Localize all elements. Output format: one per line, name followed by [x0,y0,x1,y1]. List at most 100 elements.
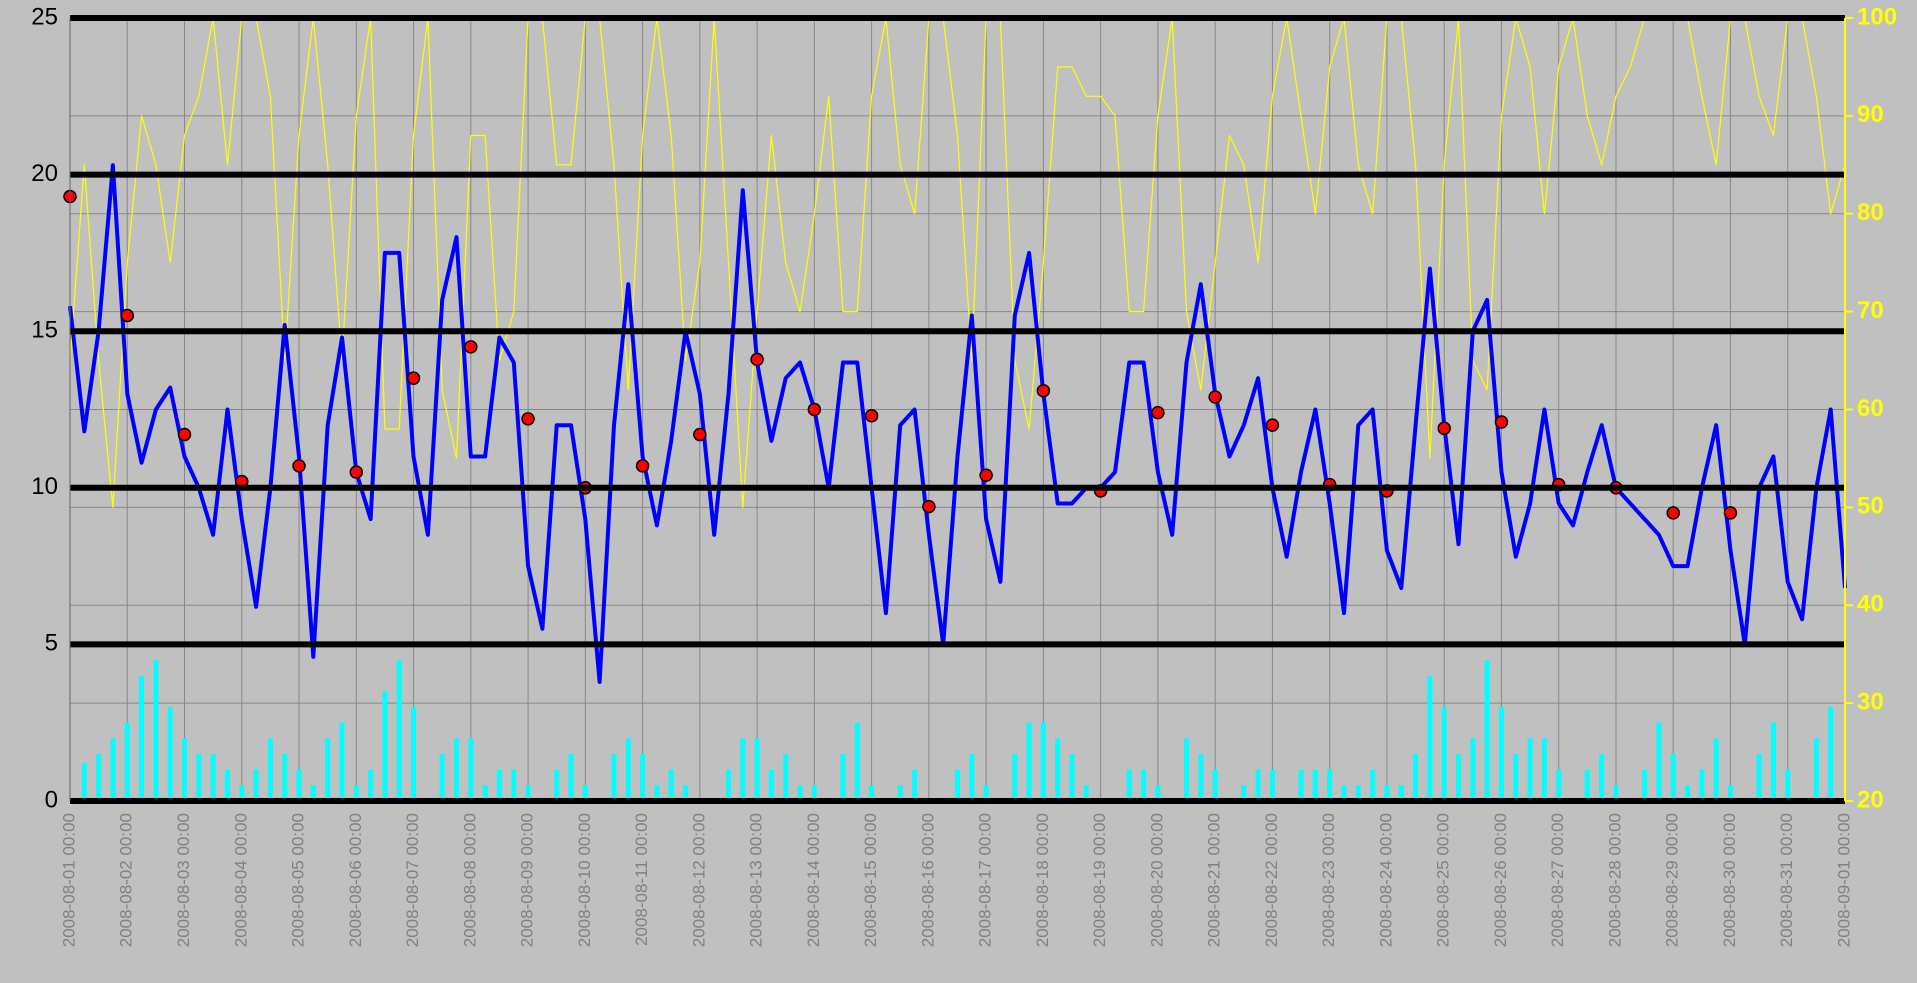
wind-bar [1727,785,1733,801]
data-point [1437,421,1451,436]
x-tick-label: 2008-08-09 00:00 [518,813,537,947]
x-tick-label: 2008-08-10 00:00 [575,813,594,947]
y-tick-label: 25 [31,3,58,30]
wind-bar [1012,754,1018,801]
x-tick-label: 2008-08-12 00:00 [689,813,708,947]
wind-bar [396,660,402,801]
x-tick-label: 2008-08-28 00:00 [1605,813,1624,947]
wind-bar [1484,660,1490,801]
wind-bar [1584,769,1590,801]
wind-bar [1083,785,1089,801]
data-point [406,371,421,385]
data-point [521,412,535,426]
data-point [864,409,879,423]
wind-bar [1685,785,1691,801]
wind-bar [1527,738,1533,801]
wind-bar [554,769,560,801]
x-tick-label: 2008-08-03 00:00 [174,813,193,947]
wind-bar [468,738,474,801]
wind-bar [368,769,374,801]
wind-bar [740,738,746,801]
wind-bar [1541,738,1547,801]
series-line [69,17,1846,508]
x-tick-label: 2008-08-29 00:00 [1663,813,1682,947]
data-point [1666,506,1680,520]
wind-bar [1656,722,1662,801]
wind-bar [496,769,502,801]
wind-bar [1556,769,1562,801]
wind-bar [1198,754,1204,801]
wind-bar [1813,738,1819,801]
x-tick-label: 2008-08-22 00:00 [1262,813,1281,947]
wind-bar [840,754,846,801]
wind-bar [582,785,588,801]
data-point [807,402,822,417]
x-tick-label: 2008-08-01 00:00 [59,813,78,947]
x-tick-label: 2008-08-05 00:00 [289,813,308,947]
x-tick-label: 2008-08-18 00:00 [1033,813,1052,947]
wind-bar [1155,785,1161,801]
wind-bar [1828,707,1834,801]
wind-bar [310,785,316,801]
wind-bar [382,691,388,801]
wind-bar [625,738,631,801]
wind-bar [897,785,903,801]
wind-bar [1642,769,1648,801]
x-tick-label: 2008-08-04 00:00 [231,813,250,947]
x-tick-label: 2008-08-14 00:00 [804,813,823,947]
x-tick-label: 2008-08-21 00:00 [1205,813,1224,947]
data-point [1494,415,1509,429]
wind-bar [239,785,245,801]
wind-bar [153,660,159,801]
wind-bar [253,769,259,801]
x-tick-label: 2008-08-25 00:00 [1434,813,1453,947]
wind-bar [783,754,789,801]
wind-bar [1126,769,1132,801]
wind-bar [282,754,288,801]
wind-bar [1456,754,1462,801]
wind-bar [1498,707,1504,801]
wind-bar [1513,754,1519,801]
wind-bar [1427,675,1433,801]
y2-tick-label: 60 [1857,395,1884,422]
wind-bar [754,738,760,801]
data-point [292,459,306,473]
wind-bar [811,785,817,801]
wind-bar [1212,769,1218,801]
series-line [68,163,1847,684]
x-tick-label: 2008-08-26 00:00 [1491,813,1510,947]
data-point [693,427,707,442]
wind-bar [854,722,860,801]
x-tick-label: 2008-09-01 00:00 [1834,813,1853,947]
wind-bar [1026,722,1032,801]
wind-bar [1770,722,1776,801]
wind-bar [339,722,345,801]
x-tick-label: 2008-08-07 00:00 [403,813,422,947]
data-point [922,499,936,514]
x-tick-label: 2008-08-30 00:00 [1720,813,1739,947]
wind-bar [81,763,87,801]
wind-bar [1341,785,1347,801]
x-tick-label: 2008-08-15 00:00 [861,813,880,947]
y-tick-label: 15 [31,317,58,344]
x-tick-label: 2008-08-24 00:00 [1376,813,1395,947]
wind-bar [1184,738,1190,801]
data-point [979,468,993,483]
wind-bar [1398,785,1404,801]
data-point [1036,383,1051,398]
y2-tick-label: 90 [1857,101,1884,128]
x-tick-label: 2008-08-13 00:00 [747,813,766,947]
x-tick-label: 2008-08-23 00:00 [1319,813,1338,947]
data-point [1151,405,1165,420]
wind-bar [453,738,459,801]
wind-bar [640,754,646,801]
wind-bar [1355,785,1361,801]
y2-tick-label: 20 [1857,786,1884,813]
x-tick-label: 2008-08-02 00:00 [117,813,136,947]
wind-bar [568,754,574,801]
wind-bar [110,738,116,801]
x-tick-label: 2008-08-17 00:00 [976,813,995,947]
x-tick-label: 2008-08-06 00:00 [346,813,365,947]
data-point [1208,390,1222,404]
